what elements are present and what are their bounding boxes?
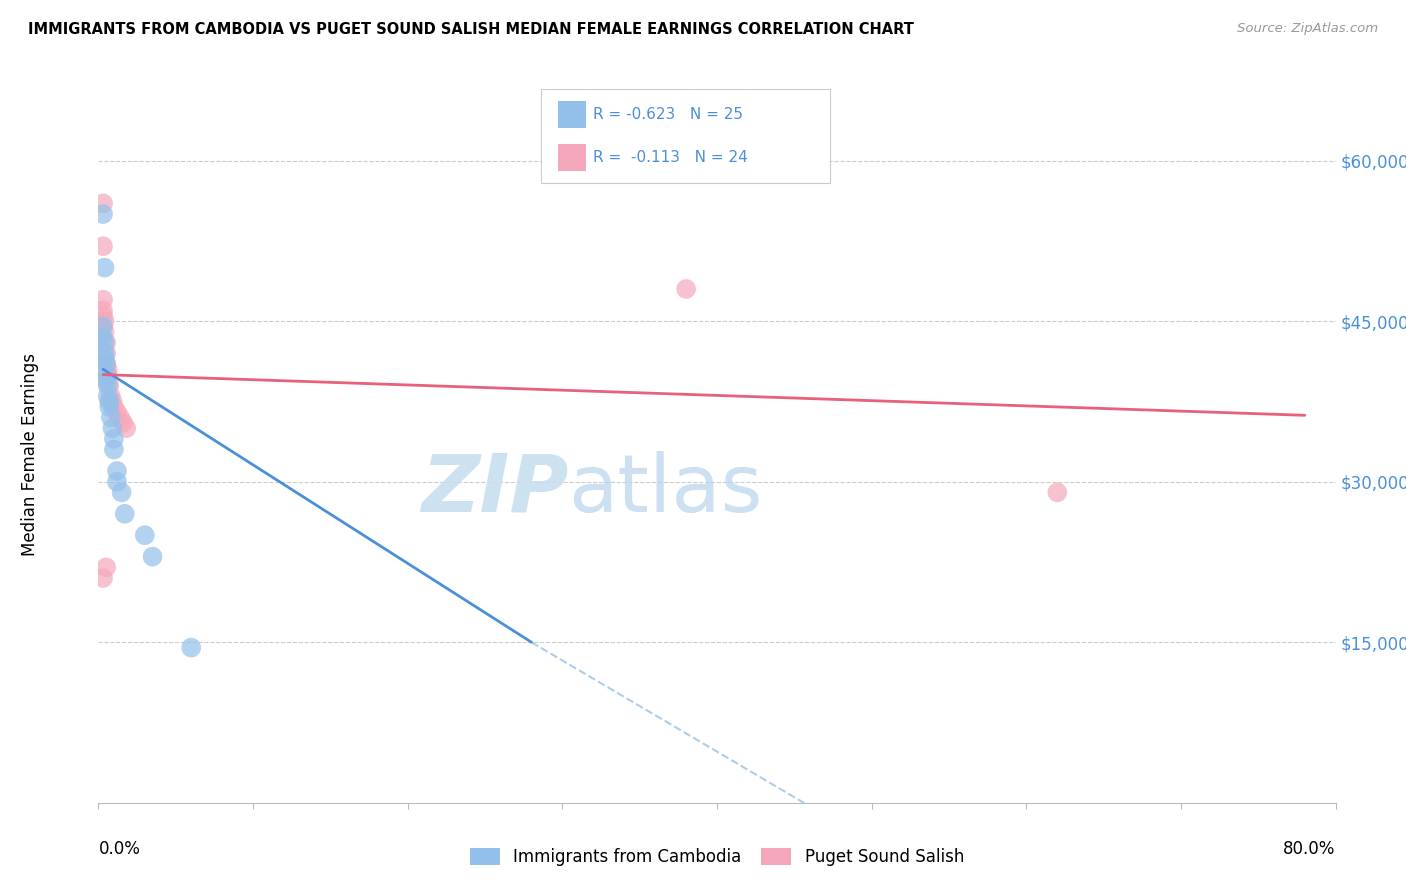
Point (105, 405, 128, 419)
Point (98, 394, 121, 409)
Point (108, 410, 131, 425)
Text: atlas: atlas (568, 450, 763, 529)
Text: 80.0%: 80.0% (1284, 840, 1336, 858)
Point (91, 207, 114, 221)
Point (675, 282, 697, 296)
Point (96, 368, 118, 382)
Point (91, 309, 114, 323)
Point (114, 507, 136, 521)
Point (115, 421, 138, 435)
Point (91, 196, 114, 211)
Point (105, 464, 128, 478)
Point (96, 560, 118, 574)
Point (98, 378, 121, 392)
Point (101, 421, 124, 435)
Point (96, 335, 118, 350)
Point (96, 357, 118, 371)
Point (97, 362, 120, 376)
Text: Source: ZipAtlas.com: Source: ZipAtlas.com (1237, 22, 1378, 36)
Point (96, 346, 118, 360)
Point (111, 485, 134, 500)
Text: R = -0.623   N = 25: R = -0.623 N = 25 (593, 107, 744, 122)
Point (93, 314, 115, 328)
Point (100, 389, 122, 403)
Point (91, 571, 114, 585)
Legend: Immigrants from Cambodia, Puget Sound Salish: Immigrants from Cambodia, Puget Sound Sa… (465, 843, 969, 871)
Point (180, 640, 202, 655)
Point (103, 432, 125, 446)
Point (1046, 485, 1069, 500)
Text: IMMIGRANTS FROM CAMBODIA VS PUGET SOUND SALISH MEDIAN FEMALE EARNINGS CORRELATIO: IMMIGRANTS FROM CAMBODIA VS PUGET SOUND … (28, 22, 914, 37)
Point (96, 357, 118, 371)
Point (93, 325, 115, 339)
Point (97, 389, 120, 403)
Point (101, 394, 124, 409)
Point (112, 416, 135, 430)
Point (134, 528, 156, 542)
Text: ZIP: ZIP (422, 450, 568, 529)
Point (97, 378, 120, 392)
Point (91, 239, 114, 253)
Point (142, 549, 165, 564)
Point (93, 351, 115, 366)
Point (105, 475, 128, 489)
Point (103, 442, 125, 457)
Point (93, 260, 115, 275)
Text: 0.0%: 0.0% (98, 840, 141, 858)
Point (98, 400, 121, 414)
Point (93, 335, 115, 350)
Text: Median Female Earnings: Median Female Earnings (21, 353, 39, 557)
Point (93, 346, 115, 360)
Point (91, 293, 114, 307)
Point (100, 410, 122, 425)
Point (91, 303, 114, 318)
Point (96, 373, 118, 387)
Point (97, 368, 120, 382)
Point (91, 330, 114, 344)
Point (91, 319, 114, 334)
Point (103, 400, 125, 414)
Text: R =  -0.113   N = 24: R = -0.113 N = 24 (593, 150, 748, 165)
